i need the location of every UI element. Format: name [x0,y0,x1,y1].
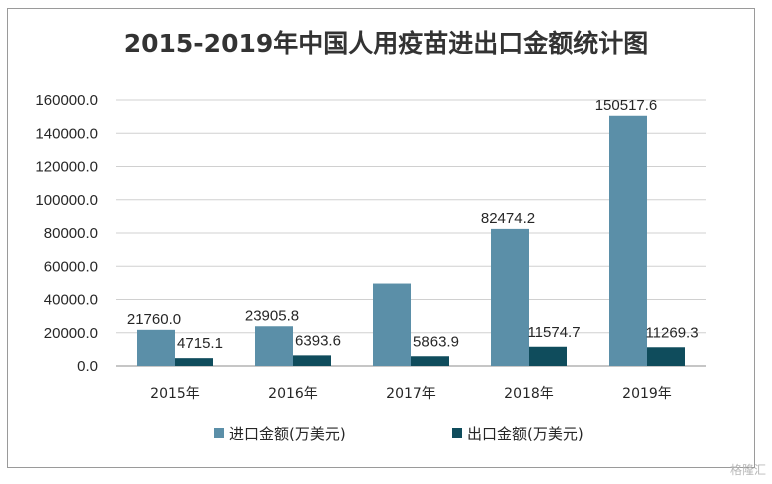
y-tick-label: 100000.0 [35,192,98,209]
export-bar [411,356,449,366]
import-data-label: 82474.2 [481,210,535,227]
import-data-label: 150517.6 [595,97,658,114]
import-bar [491,228,529,366]
export-data-label: 4715.1 [177,335,223,352]
x-category-label: 2016年 [268,386,318,402]
export-data-label: 11574.7 [527,324,580,341]
x-category-label: 2019年 [622,386,672,402]
export-data-label: 5863.9 [413,333,459,350]
y-tick-label: 0.0 [77,358,98,375]
import-bar [137,329,175,366]
export-bar [293,355,331,366]
import-data-label: 21760.0 [127,311,181,328]
export-data-label: 6393.6 [295,332,341,349]
export-bar [647,347,685,366]
x-category-label: 2017年 [386,386,436,402]
export-bar [175,358,213,366]
y-tick-label: 20000.0 [44,325,98,342]
y-tick-label: 60000.0 [44,258,98,275]
export-data-label: 11269.3 [645,324,698,341]
watermark-logo: 格隆汇 [729,463,766,477]
x-category-label: 2015年 [150,386,200,402]
legend-swatch-import [214,428,224,438]
import-data-label: 23905.8 [245,307,299,324]
y-tick-label: 40000.0 [44,292,98,309]
chart-title: 2015-2019年中国人用疫苗进出口金额统计图 [123,29,649,58]
y-tick-label: 160000.0 [35,92,98,109]
export-bar [529,346,567,366]
legend-label-import: 进口金额(万美元) [229,425,346,443]
x-category-label: 2018年 [504,386,554,402]
import-bar [255,326,293,366]
y-tick-label: 80000.0 [44,225,98,242]
import-bar [609,115,647,366]
legend-label-export: 出口金额(万美元) [467,425,584,443]
legend-swatch-export [452,428,462,438]
y-tick-label: 140000.0 [35,125,98,142]
import-bar [373,283,411,366]
y-tick-label: 120000.0 [35,159,98,176]
